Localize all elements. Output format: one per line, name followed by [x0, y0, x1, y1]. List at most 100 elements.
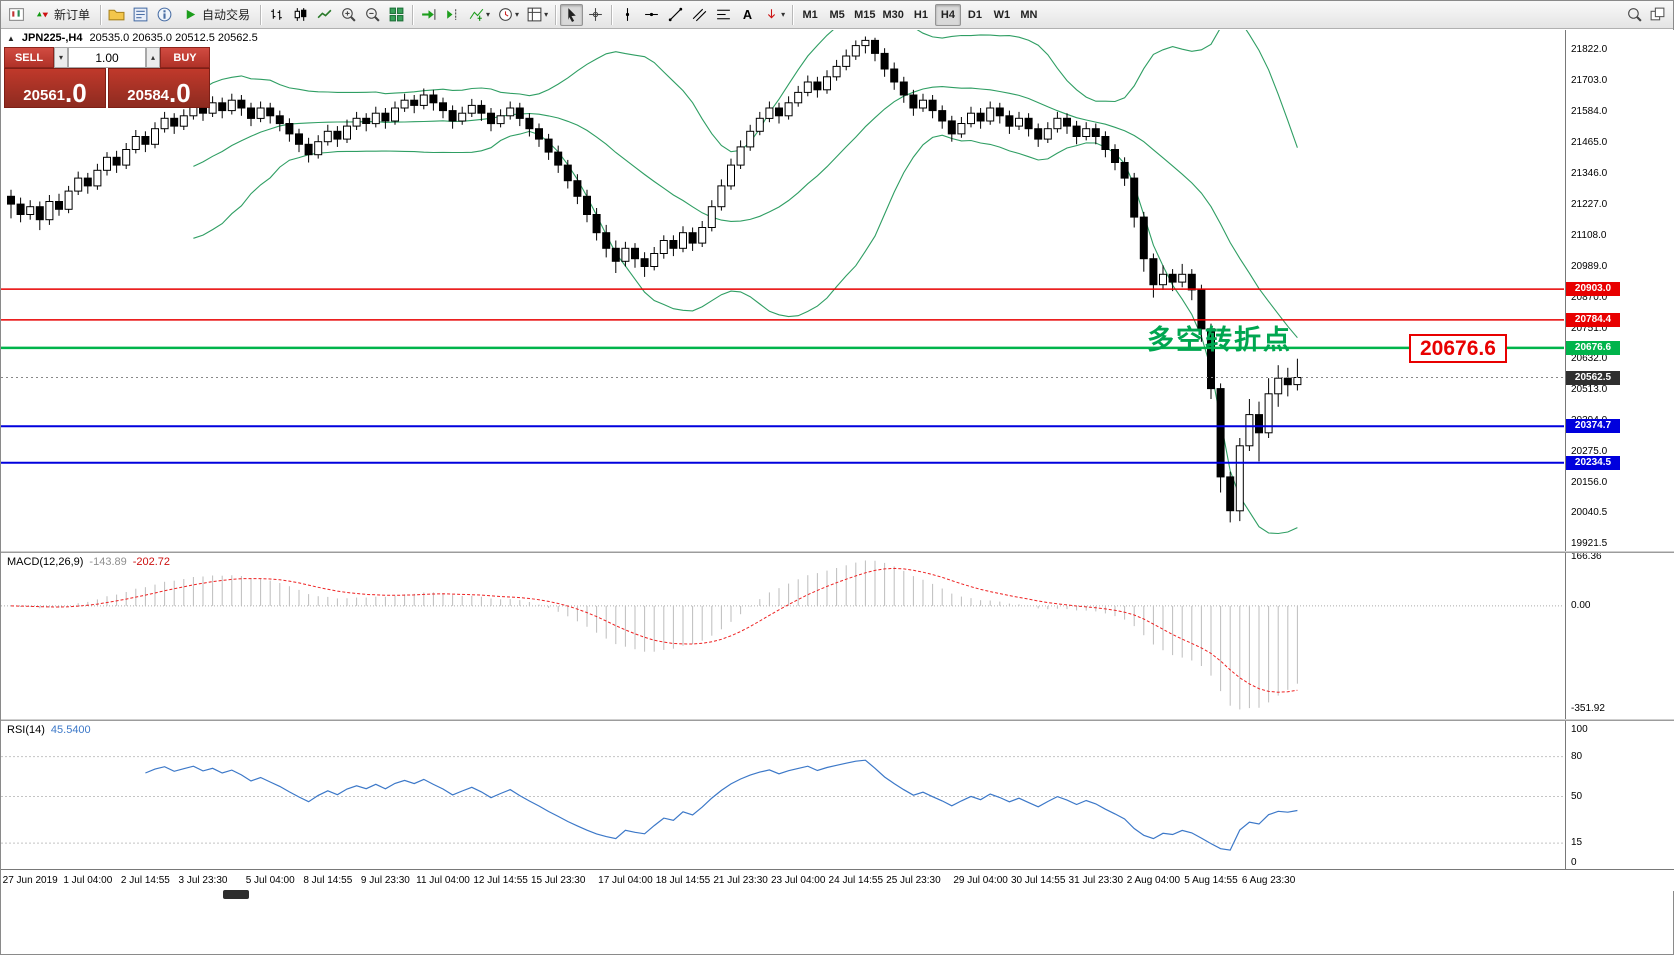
data-window-button[interactable] [153, 4, 176, 26]
arrow-tools-button[interactable]: ▾ [760, 4, 788, 26]
horizontal-line-icon [645, 12, 658, 17]
candle-bearish [1255, 414, 1263, 434]
candle-bullish [1264, 393, 1273, 434]
text-tool-button[interactable]: A [736, 4, 759, 26]
macd-axis-tick: 166.36 [1571, 551, 1602, 562]
candle-bearish [611, 247, 620, 262]
candle-bullish [64, 190, 73, 210]
candle-bearish [1130, 177, 1139, 218]
chart-annotation-text[interactable]: 多空转折点 [1147, 325, 1292, 355]
crosshair-button[interactable] [584, 4, 607, 26]
price-badge-20374.7: 20374.7 [1566, 419, 1620, 434]
time-axis[interactable]: 27 Jun 2019 1 Jul 04:00 2 Jul 14:55 3 Jul 2… [1, 869, 1674, 891]
timeframe-w1-button[interactable]: W1 [993, 8, 1011, 21]
bar-chart-button[interactable] [265, 4, 288, 26]
price-callout[interactable]: 20676.6 [1409, 334, 1507, 363]
volume-input[interactable] [68, 47, 146, 68]
buy-button[interactable]: 20584.0 [108, 68, 210, 108]
new-chart-button[interactable] [5, 4, 28, 26]
candle-bullish [1293, 377, 1302, 386]
macd-panel-canvas[interactable] [1, 553, 1565, 719]
candle-bullish [967, 112, 975, 125]
rsi-label: RSI(14) 45.5400 [7, 724, 91, 736]
time-axis-label: 29 Jul 04:00 [953, 875, 1008, 886]
rsi-panel-canvas[interactable] [1, 721, 1565, 869]
time-axis-label: 2 Aug 04:00 [1126, 875, 1181, 886]
zoom-out-button[interactable] [361, 4, 384, 26]
price-badge-20784.4: 20784.4 [1566, 312, 1620, 327]
volume-increase-button[interactable]: ▴ [146, 47, 160, 68]
search-button[interactable] [1623, 4, 1646, 26]
candle-bearish [688, 232, 697, 244]
indicators-button[interactable]: ▾ [465, 4, 493, 26]
trendline-button[interactable] [664, 4, 687, 26]
price-axis[interactable]: 21822.0 21703.0 21584.0 21465.0 21346.0 21227… [1565, 30, 1674, 869]
candle-bullish [1015, 117, 1023, 127]
time-axis-label: 17 Jul 04:00 [598, 875, 653, 886]
chart-ohlc-header: ▲ JPN225-,H4 20535.0 20635.0 20512.5 205… [7, 32, 258, 44]
time-axis-label: 12 Jul 14:55 [473, 875, 528, 886]
new-order-button[interactable]: 新订单 [29, 4, 96, 26]
sell-tab[interactable]: SELL [4, 47, 54, 68]
fibonacci-button[interactable] [712, 4, 735, 26]
candle-bullish [103, 156, 111, 171]
chart-profiles-button[interactable] [105, 4, 128, 26]
timeframe-m1-button[interactable]: M1 [802, 8, 818, 21]
price-axis-tick: 20275.0 [1571, 446, 1608, 458]
candle-bearish [890, 68, 899, 83]
toolbar-separator [412, 4, 414, 25]
market-watch-button[interactable] [129, 4, 152, 26]
timeframe-h1-button[interactable]: H1 [913, 8, 928, 21]
timeframe-m30-button[interactable]: M30 [882, 8, 904, 21]
rsi-value: 45.5400 [50, 724, 91, 736]
candle-bearish [602, 232, 611, 249]
toolbar-separator [100, 4, 102, 25]
templates-icon [527, 7, 542, 22]
panel-splitter[interactable] [1, 551, 1674, 553]
candle-bearish [1111, 149, 1119, 163]
candle-bearish [880, 52, 889, 70]
candlestick-chart-button[interactable] [289, 4, 312, 26]
cursor-button[interactable] [560, 3, 584, 26]
candle-bearish [1091, 128, 1100, 137]
periods-button[interactable]: ▾ [494, 4, 522, 26]
candle-bullish [1043, 128, 1052, 140]
autoscroll-button[interactable] [417, 4, 440, 26]
tile-windows-button[interactable] [385, 4, 408, 26]
main-chart-canvas[interactable] [1, 30, 1565, 551]
candle-bullish [698, 227, 707, 244]
zoom-in-button[interactable] [337, 4, 360, 26]
equidistant-channel-button[interactable] [688, 4, 711, 26]
templates-button[interactable]: ▾ [523, 4, 551, 26]
time-axis-label: 9 Jul 23:30 [360, 875, 410, 886]
candle-bearish [16, 203, 25, 216]
timeframe-group: M1 M5 M15 M30 H1 H4 D1 W1 MN [797, 3, 1042, 26]
timeframe-d1-button[interactable]: D1 [967, 8, 982, 21]
chart-shift-button[interactable] [441, 4, 464, 26]
candle-bullish [400, 99, 409, 109]
scrollbar-thumb[interactable] [223, 890, 249, 899]
candle-bearish [525, 117, 534, 130]
autotrading-button[interactable]: 自动交易 [177, 4, 256, 26]
line-chart-button[interactable] [313, 4, 336, 26]
horizontal-line-button[interactable] [640, 4, 663, 26]
candle-bearish [333, 130, 342, 140]
candle-bearish [1197, 289, 1206, 330]
vertical-line-button[interactable] [616, 4, 639, 26]
channel-icon [692, 8, 707, 22]
detach-chart-button[interactable] [1646, 4, 1669, 26]
candle-bearish [1101, 136, 1110, 150]
timeframe-h4-button[interactable]: H4 [934, 3, 961, 26]
bollinger-upper-band [193, 30, 1298, 153]
timeframe-mn-button[interactable]: MN [1020, 8, 1038, 21]
price-badge-20676.6: 20676.6 [1566, 340, 1620, 355]
time-axis-label: 15 Jul 23:30 [530, 875, 586, 886]
one-click-toggle-icon[interactable]: ▲ [7, 33, 15, 43]
panel-splitter[interactable] [1, 719, 1674, 721]
volume-decrease-button[interactable]: ▾ [54, 47, 68, 68]
timeframe-m15-button[interactable]: M15 [854, 8, 876, 21]
candle-bearish [583, 195, 591, 216]
buy-tab[interactable]: BUY [160, 47, 210, 68]
timeframe-m5-button[interactable]: M5 [829, 8, 845, 21]
sell-button[interactable]: 20561.0 [4, 68, 106, 108]
